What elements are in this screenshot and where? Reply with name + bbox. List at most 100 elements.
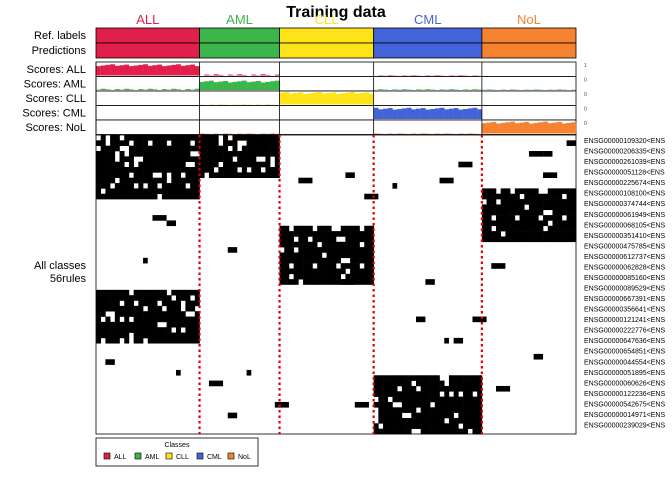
rule-cell-3-35-21 — [194, 321, 200, 328]
rule-cell-3-33-6 — [124, 311, 130, 317]
rule-cell-4-45-8 — [411, 375, 417, 381]
rule-cell-3-34-2 — [105, 316, 111, 323]
rule-cell-0-9-14 — [161, 183, 167, 189]
score-bar-2-2-14 — [345, 92, 351, 105]
rule-cell-0-9-16 — [171, 183, 177, 189]
rule-cell-0-11-1 — [100, 193, 106, 200]
rule-cell-4-46-21 — [472, 380, 478, 387]
rule-cell-2-18-2 — [288, 231, 294, 237]
score-bar-3-3-13 — [434, 108, 440, 119]
rule-cell-2-19-16 — [354, 236, 360, 243]
rule-cell-3-32-13 — [157, 305, 163, 312]
rule-cell-scatter-20 — [199, 172, 205, 179]
rule-cell-2-26-4 — [298, 273, 304, 280]
rule-cell-4-53-6 — [401, 417, 407, 424]
rule-cell-3-32-19 — [185, 305, 191, 312]
score-bar-1-3-11 — [425, 89, 431, 90]
rule-cell-4-53-22 — [477, 417, 483, 424]
rule-cell-4-53-18 — [458, 417, 464, 424]
rule-cell-5-19-14 — [547, 236, 553, 243]
rule-cell-5-11-4 — [500, 193, 506, 200]
rule-cell-3-31-0 — [96, 300, 102, 307]
rule-cell-scatter-33 — [298, 177, 313, 184]
rule-cell-2-18-9 — [321, 231, 327, 237]
rule-cell-3-29-3 — [110, 289, 116, 296]
rule-cell-0-11-19 — [185, 193, 191, 200]
rule-cell-2-22-11 — [331, 252, 337, 259]
rule-cell-3-38-19 — [185, 337, 191, 344]
score-bar-1-0-7 — [128, 89, 134, 90]
rule-cell-3-32-4 — [114, 305, 120, 312]
score-bar-3-3-5 — [397, 109, 403, 119]
score-bar-1-4-1 — [486, 89, 492, 90]
gene-label-1: ENSG00000206335<ENS — [584, 149, 665, 156]
rule-cell-scatter-39 — [321, 241, 327, 248]
score-bar-0-0-17 — [176, 64, 181, 76]
rule-cell-3-29-21 — [194, 289, 200, 296]
rule-cell-4-48-11 — [425, 391, 431, 397]
rule-cell-3-29-20 — [190, 289, 196, 296]
rule-cell-3-32-9 — [138, 305, 144, 312]
rule-cell-3-37-6 — [124, 332, 130, 339]
rule-cell-2-20-5 — [303, 241, 309, 248]
rule-cell-4-46-3 — [387, 380, 393, 387]
rule-cell-4-55-16 — [448, 428, 454, 435]
score-bar-3-3-14 — [439, 107, 445, 119]
score-bar-3-3-15 — [444, 109, 450, 119]
rule-cell-4-54-2 — [383, 423, 389, 429]
rule-cell-0-4-14 — [161, 156, 167, 162]
rule-cell-1-1-6 — [227, 140, 233, 146]
rule-cell-4-49-6 — [401, 396, 407, 403]
rule-cell-4-55-5 — [397, 428, 403, 435]
rule-cell-2-26-7 — [312, 273, 318, 280]
score-tick-4: 0 — [584, 121, 587, 127]
rule-cell-3-32-20 — [190, 305, 196, 312]
rule-cell-5-11-16 — [557, 193, 563, 200]
rule-cell-0-5-4 — [114, 161, 120, 168]
rule-cell-3-38-18 — [180, 337, 186, 344]
rule-cell-5-19-8 — [519, 236, 525, 243]
rule-cell-0-1-8 — [133, 140, 139, 146]
rule-cell-4-49-18 — [458, 396, 464, 403]
score-bar-2-2-18 — [364, 92, 370, 105]
legend-item-aml: AML — [145, 454, 160, 461]
rule-cell-2-23-11 — [331, 257, 337, 264]
rule-cell-0-3-0 — [96, 151, 102, 157]
rule-cell-5-16-0 — [481, 220, 487, 227]
rule-cell-0-8-19 — [185, 177, 191, 184]
rule-cell-5-19-2 — [491, 236, 497, 243]
rule-cell-5-10-14 — [547, 188, 553, 195]
rule-cell-4-53-14 — [439, 417, 445, 424]
rule-cell-1-5-10 — [246, 161, 252, 168]
rule-cell-scatter-27 — [176, 156, 186, 162]
rule-cell-3-32-1 — [100, 305, 106, 312]
rule-cell-1-7-7 — [232, 172, 238, 179]
rule-cell-1-3-8 — [237, 151, 243, 157]
rule-cell-2-23-8 — [317, 257, 323, 264]
rule-cell-5-19-9 — [524, 236, 530, 243]
rule-cell-1-0-2 — [208, 135, 214, 141]
rule-cell-5-18-14 — [547, 231, 553, 237]
rule-cell-1-6-0 — [199, 167, 205, 173]
rule-cell-1-2-9 — [241, 145, 247, 152]
rule-cell-0-11-17 — [176, 193, 182, 200]
rule-cell-2-21-1 — [284, 247, 290, 253]
rule-cell-2-23-2 — [288, 257, 294, 264]
rule-cell-scatter-18 — [439, 177, 454, 184]
rule-cell-3-34-20 — [190, 316, 196, 323]
rule-cell-3-29-16 — [171, 289, 177, 296]
rule-cell-1-4-8 — [237, 156, 243, 162]
rule-cell-3-38-12 — [152, 337, 158, 344]
rule-cell-1-2-14 — [265, 145, 271, 152]
score-bar-2-2-15 — [350, 92, 356, 105]
rule-cell-5-12-14 — [547, 199, 553, 205]
rule-cell-4-46-4 — [392, 380, 398, 387]
rule-cell-4-54-14 — [439, 423, 445, 429]
rule-cell-0-11-8 — [133, 193, 139, 200]
rule-cell-4-47-2 — [383, 385, 389, 392]
rule-cell-4-48-19 — [463, 391, 469, 397]
rule-cell-2-23-10 — [326, 257, 332, 264]
score-bar-0-1-13 — [260, 74, 266, 76]
rule-cell-0-7-5 — [119, 172, 125, 179]
row-label-score-4: Scores: NoL — [25, 122, 86, 134]
